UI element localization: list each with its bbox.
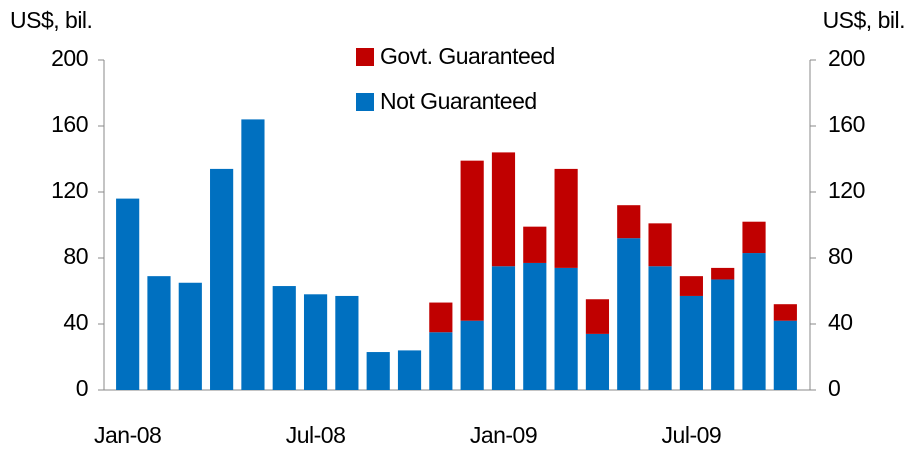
bar <box>648 266 672 390</box>
bar <box>523 226 547 263</box>
bar <box>272 286 296 390</box>
bar <box>178 282 202 390</box>
y2-tick-label: 80 <box>828 243 853 269</box>
legend-swatch <box>356 48 374 66</box>
bar <box>554 168 578 268</box>
bar <box>617 205 641 239</box>
bar <box>585 333 610 390</box>
y-tick-label: 40 <box>63 309 88 335</box>
bar <box>241 119 265 391</box>
bar <box>366 352 390 390</box>
legend-label: Govt. Guaranteed <box>380 43 555 69</box>
bar <box>491 266 516 390</box>
bar <box>116 198 140 390</box>
bar <box>554 267 578 390</box>
bar <box>648 223 672 267</box>
bar <box>679 295 703 390</box>
bar <box>147 276 171 390</box>
bar <box>429 332 453 390</box>
y-tick-label: 80 <box>63 243 88 269</box>
y-tick-label: 200 <box>51 45 88 71</box>
y-tick-label: 0 <box>76 375 88 401</box>
bar <box>397 350 422 390</box>
x-tick-label: Jul-09 <box>662 422 722 448</box>
bar <box>429 302 453 333</box>
y-tick-label: 120 <box>51 177 88 203</box>
bar <box>742 253 766 390</box>
bar <box>679 276 703 296</box>
y-tick-label: 160 <box>51 111 88 137</box>
bar <box>523 262 547 390</box>
y-axis-label: US$, bil. <box>10 7 92 33</box>
bar <box>711 267 735 280</box>
bar <box>303 294 328 390</box>
bar <box>460 320 484 390</box>
y2-tick-label: 160 <box>828 111 865 137</box>
bar <box>711 279 735 390</box>
bar <box>742 221 766 254</box>
legend-label: Not Guaranteed <box>380 88 537 114</box>
legend-swatch <box>356 93 374 111</box>
bar <box>460 160 484 321</box>
y2-tick-label: 0 <box>828 375 840 401</box>
bar <box>210 168 234 390</box>
bar <box>617 238 641 390</box>
y2-tick-label: 40 <box>828 309 853 335</box>
x-tick-label: Jul-08 <box>286 422 346 448</box>
bar <box>773 320 797 390</box>
y2-axis-label: US$, bil. <box>823 7 905 33</box>
x-tick-label: Jan-09 <box>470 422 537 448</box>
bar <box>335 295 359 390</box>
bar <box>491 152 516 267</box>
y2-tick-label: 200 <box>828 45 865 71</box>
bar <box>585 299 610 334</box>
x-tick-label: Jan-08 <box>94 422 161 448</box>
y2-tick-label: 120 <box>828 177 865 203</box>
bar <box>773 304 797 321</box>
